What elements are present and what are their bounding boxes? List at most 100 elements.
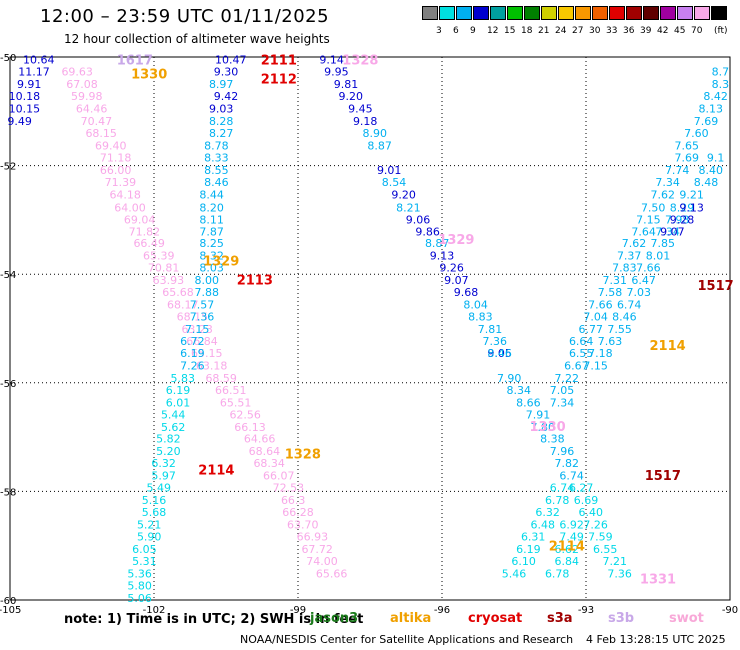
wave-height-value: 8.00 — [195, 274, 220, 287]
wave-height-value: 8.46 — [204, 176, 229, 189]
wave-height-value: 9.42 — [214, 90, 239, 103]
wave-height-value: 6.74 — [559, 470, 584, 483]
legend-swatch — [626, 6, 642, 20]
wave-height-value: 69.40 — [95, 140, 127, 153]
wave-height-value: 8.90 — [363, 127, 388, 140]
wave-height-value: 71.18 — [100, 151, 132, 164]
wave-height-value: 9.20 — [339, 90, 364, 103]
wave-height-value: 6.01 — [166, 396, 191, 409]
wave-height-value: 5.16 — [142, 494, 167, 507]
legend-swatch — [694, 6, 710, 20]
wave-height-value: 7.88 — [195, 286, 220, 299]
pass-time-label: 1517 — [698, 279, 734, 294]
wave-height-value: 7.80 — [531, 421, 556, 434]
wave-height-value: 7.59 — [588, 530, 613, 543]
wave-height-value: 8.42 — [703, 90, 728, 103]
footer-note: note: 1) Time is in UTC; 2) SWH is in fe… — [64, 612, 364, 627]
wave-height-value: 7.26 — [180, 359, 205, 372]
wave-height-value: 8.87 — [367, 140, 392, 153]
satellite-label-swot: swot — [669, 611, 704, 626]
wave-height-value: 68.17 — [167, 299, 199, 312]
legend-tick-label: 6 — [453, 26, 459, 36]
wave-height-value: 7.69 — [675, 151, 700, 164]
wave-height-value: 8.78 — [204, 140, 229, 153]
wave-height-value: 65.51 — [220, 396, 252, 409]
pass-time-label: 1331 — [640, 572, 676, 587]
wave-height-value: 62.56 — [229, 408, 261, 421]
wave-height-value: 6.40 — [579, 506, 604, 519]
wave-height-value: 6.72 — [180, 335, 205, 348]
wave-height-value: 7.18 — [588, 347, 613, 360]
pass-time-label: 2114 — [650, 339, 686, 354]
x-tick-label: -102 — [143, 605, 166, 616]
wave-height-value: 63.70 — [287, 519, 319, 532]
pass-time-label: 1328 — [342, 54, 378, 69]
wave-height-value: 7.66 — [588, 299, 613, 312]
wave-height-value: 7.64 — [631, 225, 656, 238]
legend-tick-label: 12 — [487, 26, 499, 36]
wave-height-value: 5.36 — [127, 567, 152, 580]
legend-swatch — [490, 6, 506, 20]
legend-swatch — [507, 6, 523, 20]
wave-height-value: 7.65 — [675, 140, 700, 153]
wave-height-value: 10.47 — [215, 54, 247, 67]
wave-height-value: 64.66 — [244, 433, 276, 446]
pass-time-label: 2111 — [261, 54, 297, 69]
plot-frame — [9, 56, 731, 601]
wave-height-value: 7.34 — [655, 176, 680, 189]
legend-tick-label: 33 — [606, 26, 618, 36]
wave-height-value: 8.44 — [199, 188, 224, 201]
wave-height-value: 65.39 — [143, 250, 175, 263]
wave-height-value: 63.93 — [153, 274, 185, 287]
wave-height-value: 7.05 — [550, 384, 575, 397]
wave-height-value: 9.30 — [214, 66, 239, 79]
legend-swatch — [541, 6, 557, 20]
wave-height-value: 9.13 — [679, 201, 704, 214]
wave-height-value: 5.62 — [161, 421, 186, 434]
wave-height-value: 5.31 — [132, 555, 157, 568]
wave-height-value: 9.20 — [391, 188, 416, 201]
wave-height-value: 7.81 — [478, 323, 503, 336]
legend-swatch — [643, 6, 659, 20]
wave-height-value: 9.91 — [17, 78, 42, 91]
wave-height-value: 8.01 — [646, 250, 671, 263]
wave-height-value: 71.39 — [105, 176, 137, 189]
wave-height-value: 10.18 — [9, 90, 41, 103]
wave-height-value: 8.28 — [209, 115, 234, 128]
legend-swatch — [439, 6, 455, 20]
wave-height-value: 11.17 — [18, 66, 50, 79]
wave-height-value: 5.82 — [156, 433, 181, 446]
wave-height-value: 7.37 — [617, 250, 642, 263]
wave-height-value: 65.15 — [191, 347, 223, 360]
wave-height-value: 7.96 — [550, 445, 575, 458]
legend-swatch — [524, 6, 540, 20]
wave-height-value: 7.36 — [483, 335, 508, 348]
wave-height-value: 8.29 — [670, 201, 695, 214]
wave-height-value: 71.82 — [129, 225, 161, 238]
wave-height-value: 64.18 — [109, 188, 141, 201]
wave-height-value: 8.83 — [468, 311, 493, 324]
wave-height-value: 5.20 — [156, 445, 181, 458]
wave-height-value: 7.34 — [655, 225, 680, 238]
legend-swatch — [422, 6, 438, 20]
wave-height-value: 65.68 — [162, 286, 194, 299]
legend-tick-label: 70 — [691, 26, 703, 36]
pass-time-label: 1330 — [131, 67, 167, 82]
wave-height-value: 8.7 — [712, 66, 730, 79]
wave-height-value: 6.47 — [631, 274, 656, 287]
wave-height-value: 72.53 — [273, 482, 305, 495]
y-tick-label: -58 — [0, 487, 16, 498]
wave-height-value: 8.25 — [199, 237, 224, 250]
wave-height-value: 68.15 — [177, 311, 209, 324]
legend-unit-label: (ft) — [714, 26, 728, 36]
wave-height-value: 7.85 — [651, 237, 676, 250]
wave-height-value: 7.36 — [190, 311, 215, 324]
wave-height-value: 7.26 — [583, 519, 608, 532]
wave-height-value: 8.38 — [540, 433, 565, 446]
wave-height-value: 7.83 — [612, 262, 637, 275]
pass-time-label: 1328 — [285, 447, 321, 462]
wave-height-value: 66.84 — [186, 335, 218, 348]
wave-height-value: 6.74 — [550, 482, 575, 495]
x-tick-label: -96 — [434, 605, 450, 616]
wave-height-value: 7.21 — [603, 555, 628, 568]
